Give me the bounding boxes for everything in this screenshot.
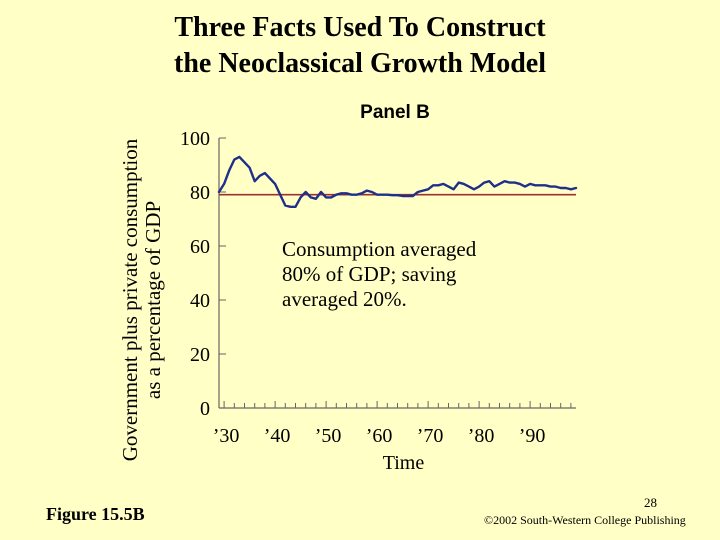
y-tick-label: 20 — [190, 344, 210, 366]
y-axis-title-line-2: as a percentage of GDP — [141, 201, 165, 399]
copyright: ©2002 South-Western College Publishing — [484, 513, 686, 527]
y-tick-label: 60 — [190, 236, 210, 258]
x-tick-label: ’60 — [366, 425, 393, 447]
x-tick-label: ’90 — [519, 425, 546, 447]
x-axis-title: Time — [383, 452, 425, 474]
slide-title: Three Facts Used To Construct the Neocla… — [110, 10, 610, 82]
page-number: 28 — [644, 495, 657, 510]
annotation-line: 80% of GDP; saving — [282, 262, 457, 286]
panel-label: Panel B — [360, 102, 430, 123]
y-tick-label: 100 — [180, 128, 210, 150]
x-tick-label: ’30 — [213, 425, 240, 447]
x-tick-label: ’80 — [468, 425, 495, 447]
title-line-2: the Neoclassical Growth Model — [174, 48, 546, 79]
annotation-line: averaged 20%. — [282, 287, 407, 311]
consumption-series-line — [217, 155, 578, 209]
y-tick-label: 80 — [190, 182, 210, 204]
y-tick-label: 0 — [200, 398, 210, 420]
figure-label: Figure 15.5B — [46, 504, 145, 524]
y-tick-label: 40 — [190, 290, 210, 312]
title-line-1: Three Facts Used To Construct — [174, 12, 546, 43]
annotation-line: Consumption averaged — [282, 237, 477, 261]
y-axis-title-line-1: Government plus private consumption — [118, 138, 142, 461]
x-tick-label: ’70 — [417, 425, 444, 447]
x-tick-label: ’50 — [315, 425, 342, 447]
x-tick-label: ’40 — [264, 425, 291, 447]
